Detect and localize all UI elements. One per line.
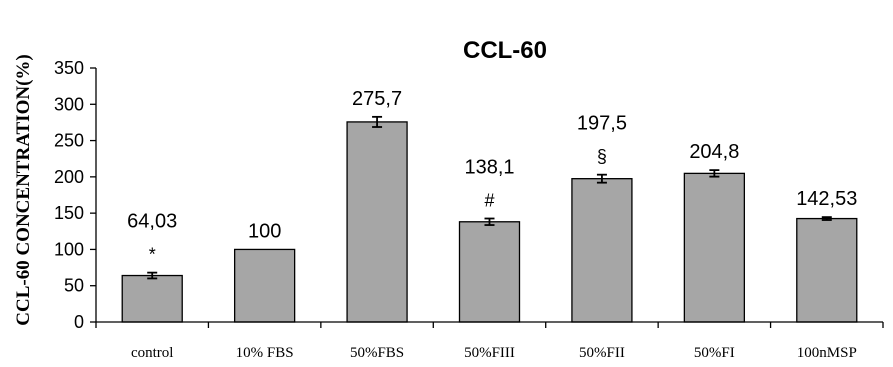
data-label: 64,03 [127,211,177,233]
x-tick-label: 10% FBS [236,345,294,361]
data-label: 197,5 [577,113,627,135]
y-axis-ticks: 0 50 100 150 200 250 300 350 [54,58,96,332]
data-label: 142,53 [796,188,857,210]
data-label: 138,1 [464,157,514,179]
x-tick-label: control [131,345,174,361]
significance-marker: § [597,147,607,167]
bars: * 64,03 100 275,7 #138,1 § 197,5 204,8 142,53 [121,88,858,323]
x-axis-ticks: control 10% FBS 50%FBS 50%FIII 50%FII 50%FI 10… [95,322,884,361]
data-label: 275,7 [352,88,402,110]
bar-5 [683,172,746,323]
y-tick-label: 200 [54,167,84,187]
y-tick-label: 150 [54,203,84,223]
x-tick-label: 50%FBS [350,345,404,361]
bar-3 [458,221,521,323]
y-axis-label: CCL-60 CONCENTRATION(%) [13,54,34,325]
y-tick-label: 100 [54,239,84,259]
y-tick-label: 50 [64,276,84,296]
x-tick-label: 50%FI [694,345,735,361]
chart-title: CCL-60 [463,37,547,64]
data-label: 204,8 [689,141,739,163]
data-label: 100 [248,220,281,242]
x-tick-label: 50%FIII [464,345,515,361]
bar-2 [346,121,408,323]
y-tick-label: 300 [54,94,84,114]
significance-marker: # [484,191,494,211]
y-tick-label: 0 [74,312,84,332]
x-tick-label: 100nMSP [797,345,857,361]
significance-marker: * [149,245,156,265]
y-tick-label: 250 [54,131,84,151]
x-tick-label: 50%FII [579,345,625,361]
bar-0 [121,274,183,323]
y-tick-label: 350 [54,58,84,78]
bar-1 [233,248,296,323]
bar-6 [796,217,858,323]
bar-4 [571,178,633,323]
